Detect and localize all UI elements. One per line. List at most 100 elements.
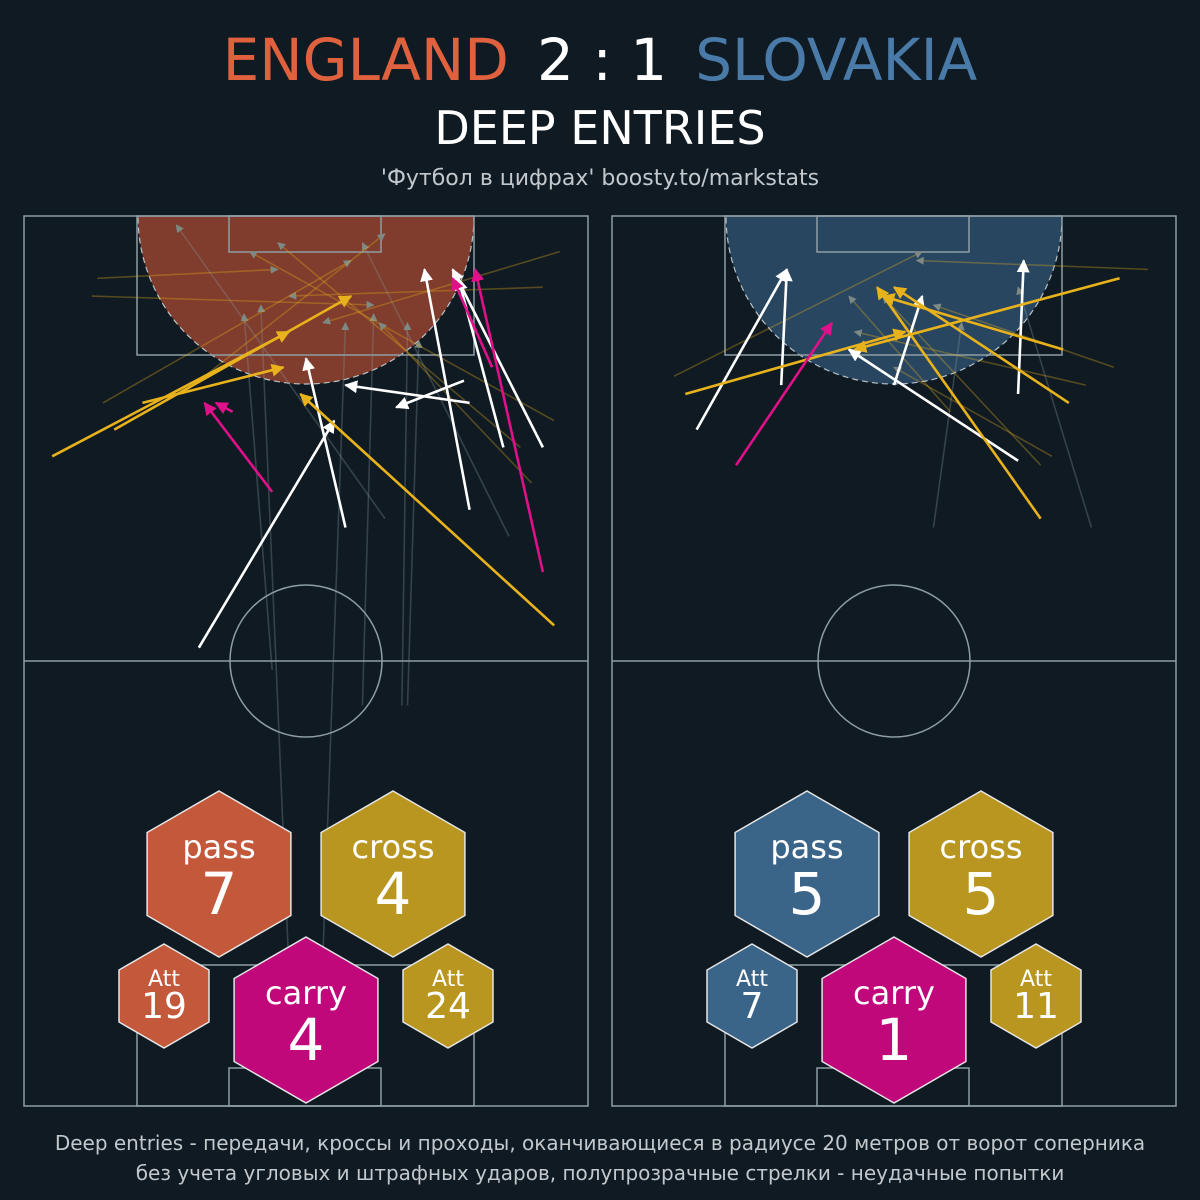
carry-arrow [735,321,834,466]
pass-arrow [197,419,336,649]
chart-subtitle: DEEP ENTRIES [434,101,766,155]
pass-count-badge-shape [146,790,292,958]
pass-count-badge-label: pass [770,828,843,866]
failed-pass-arrow [401,322,412,706]
cross-attempts-badge-shape [402,943,494,1049]
six-yard-box-top [816,215,970,253]
home-team-name: ENGLAND [222,26,509,94]
cross-attempts-badge-label: Att [432,967,464,992]
carry-arrow [214,401,234,415]
pass-arrow [302,357,347,528]
footnote-line-2: без учета угловых и штрафных ударов, пол… [135,1161,1065,1185]
footnote: Deep entries - передачи, кроссы и проход… [0,1128,1200,1188]
cross-count-badge-value: 4 [375,860,412,928]
cross-arrow [142,363,285,405]
failed-pass-arrow [240,313,273,670]
pass-arrow [847,348,1019,462]
cross-count-badge-shape [320,790,466,958]
cross-arrow [684,328,907,396]
credit-line: 'Футбол в цифрах' boosty.to/markstats [380,166,820,191]
failed-cross-arrow [97,265,279,280]
cross-count-badge-value: 5 [963,860,1000,928]
failed-cross-arrow [882,295,1042,466]
pass-arrow [395,379,465,410]
carry-arrow [471,268,545,573]
cross-attempts-badge-shape [990,943,1082,1049]
cross-count-badge-label: cross [352,828,435,866]
pass-attempts-badge-shape [706,943,798,1049]
failed-pass-arrow [361,313,378,706]
pass-count-badge-shape [734,790,880,958]
pass-arrow [451,268,545,448]
cross-count-badge-label: cross [940,828,1023,866]
failed-cross-arrow [893,366,1053,457]
failed-cross-arrow [932,303,1115,369]
cross-attempts-badge-value: 11 [1013,986,1059,1027]
pass-attempts-badge-label: Att [148,967,180,992]
carry-count-badge-shape [821,936,967,1104]
pass-count-badge-label: pass [182,828,255,866]
carry-count-badge-value: 1 [876,1006,913,1074]
cross-arrow [853,277,1120,353]
pass-count-badge-value: 5 [789,860,826,928]
carry-count-badge-label: carry [853,974,935,1012]
pitches-chart: pass7cross4carry4Att19Att24pass5cross5ca… [23,215,1177,1107]
deep-zone [137,216,475,385]
failed-cross-arrow [378,322,533,484]
carry-count-badge-label: carry [265,974,347,1012]
failed-cross-arrow [848,295,952,413]
failed-pass-arrow [932,322,965,528]
deep-zone [725,216,1063,385]
failed-pass-arrow [361,241,510,537]
pass-attempts-badge-value: 19 [141,986,187,1027]
pass-arrow [1016,259,1030,395]
cross-count-badge-shape [908,790,1054,958]
failed-cross-arrow [277,242,521,449]
pass-arrow [420,268,471,510]
failed-cross-arrow [915,256,1148,271]
carry-count-badge-value: 4 [288,1006,325,1074]
pass-attempts-badge-label: Att [736,967,768,992]
center-circle [817,584,971,738]
match-score: 2 : 1 [536,26,668,94]
pass-arrow [344,380,470,405]
away-team-name: SLOVAKIA [695,26,978,94]
failed-cross-arrow [673,250,923,377]
cross-attempts-badge-label: Att [1020,967,1052,992]
pass-count-badge-value: 7 [201,860,238,928]
failed-cross-arrow [102,259,352,404]
failed-pass-arrow [1016,286,1093,528]
match-title: ENGLAND 2 : 1 SLOVAKIA [0,24,1200,96]
carry-arrow [451,277,494,368]
footnote-line-1: Deep entries - передачи, кроссы и проход… [54,1131,1146,1155]
cross-arrow [892,286,1070,404]
cross-arrow [113,294,353,431]
pass-attempts-badge-value: 7 [741,986,764,1027]
cross-arrow [876,286,1042,520]
failed-cross-arrow [181,233,386,395]
carry-arrow [203,401,274,493]
failed-cross-arrow [91,295,375,309]
failed-pass-arrow [406,339,423,706]
pass-arrow [695,268,788,431]
failed-cross-arrow [322,250,561,325]
cross-arrow [299,393,556,627]
pass-attempts-badge-shape [118,943,210,1049]
pass-arrow [892,294,925,386]
failed-cross-arrow [288,286,543,300]
carry-count-badge-shape [233,936,379,1104]
center-circle [229,584,383,738]
cross-arrow [881,293,1064,351]
